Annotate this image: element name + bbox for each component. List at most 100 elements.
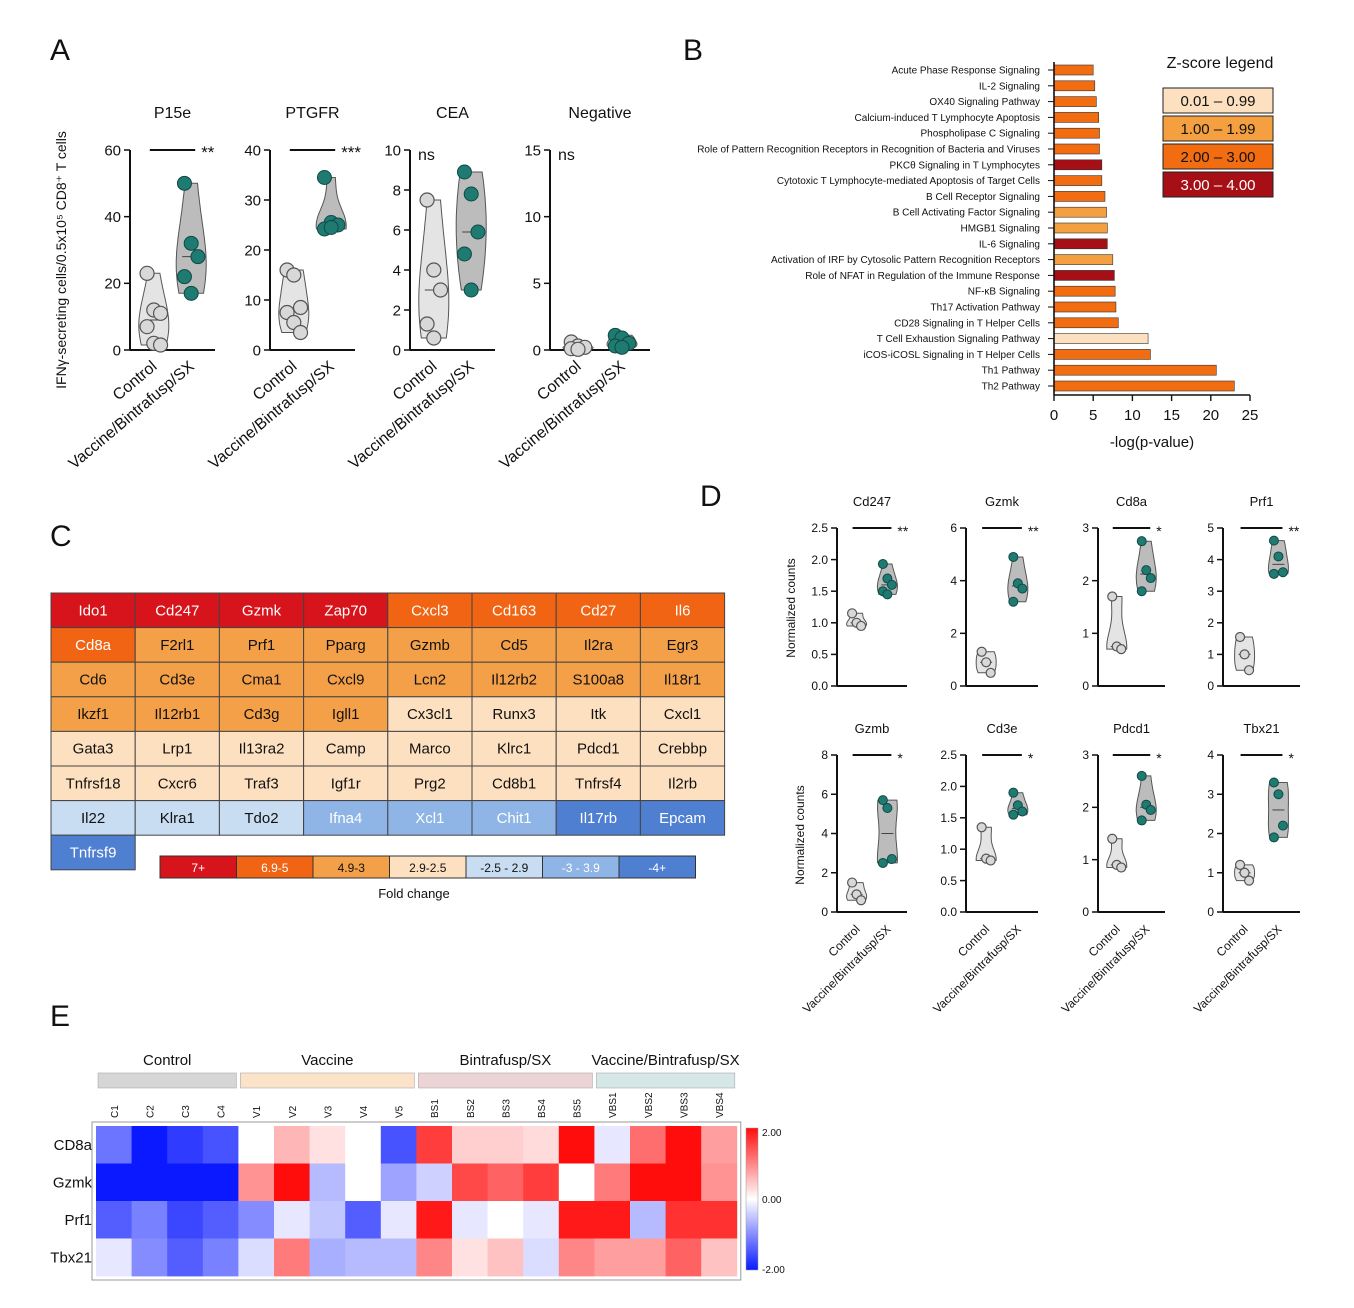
d-dot-control-6-0 [1107, 833, 1118, 844]
c-cell-label-2-4: Lcn2 [414, 672, 447, 689]
a-dot-control-0-0 [139, 265, 155, 281]
c-cell-label-1-2: Prf1 [248, 637, 276, 654]
d-ytick-label-0-5: 2.5 [811, 521, 828, 535]
e-cell-2-1 [131, 1201, 168, 1239]
d-ytick-label-1-0: 0 [950, 679, 957, 693]
c-cell-6-1 [134, 800, 220, 836]
a-dot-treat-2-0 [456, 164, 472, 180]
d-dot-control-7-2 [1243, 875, 1255, 886]
d-dot-treat-2-3 [1136, 586, 1147, 597]
d-ytick-label-7-3: 3 [1207, 787, 1214, 801]
d-dot-control-4-2 [855, 895, 867, 906]
c-cell-label-6-0: Il22 [81, 810, 105, 827]
b-xlabel: -log(p-value) [1110, 434, 1194, 451]
a-ytick-label-1-0: 0 [253, 342, 261, 359]
a-ytick-label-1-2: 20 [244, 242, 261, 259]
b-legend-swatch-1 [1162, 115, 1274, 142]
b-bar-1 [1053, 80, 1096, 92]
e-cell-0-4 [238, 1126, 275, 1164]
d-dot-treat-7-2 [1277, 820, 1288, 831]
e-col-label-10: BS2 [466, 1099, 477, 1118]
d-dot-control-5-2 [985, 855, 996, 866]
c-cell-label-1-5: Cd5 [500, 637, 528, 654]
c-cell-label-3-5: Runx3 [492, 706, 535, 723]
a-ylabel: IFNγ-secreting cells/0.5x10⁵ CD8⁺ T cell… [53, 131, 69, 389]
d-title-0: Cd247 [853, 494, 891, 509]
d-ytick-label-6-2: 2 [1082, 801, 1089, 815]
c-cell-1-3 [303, 627, 389, 663]
c-cell-label-1-6: Il2ra [584, 637, 614, 654]
a-sig-0: ** [201, 143, 215, 162]
e-cell-1-7 [345, 1163, 382, 1202]
c-cell-2-6 [555, 661, 641, 698]
d-ytick-label-7-1: 1 [1207, 866, 1214, 880]
e-cell-2-9 [416, 1201, 453, 1239]
d-dot-control-3-1 [1239, 649, 1250, 660]
b-bar-3 [1053, 112, 1099, 123]
c-cell-2-3 [303, 661, 389, 698]
e-cell-0-14 [594, 1126, 631, 1164]
e-cell-0-7 [345, 1126, 382, 1164]
e-group-label-1: Vaccine [301, 1052, 353, 1069]
d-dot-control-2-2 [1116, 644, 1127, 655]
a-dot-treat-1-4 [323, 220, 339, 235]
a-dot-treat-0-4 [183, 285, 199, 301]
b-bar-8 [1053, 191, 1106, 202]
a-dot-control-1-2 [292, 299, 309, 316]
c-cell-label-5-3: Igf1r [331, 775, 361, 792]
a-ytick-label-0-1: 20 [104, 276, 121, 293]
d-title-2: Cd8a [1116, 494, 1148, 509]
b-cat-label-7: Cytotoxic T Lymphocyte-mediated Apoptosi… [777, 176, 1040, 187]
a-ytick-label-2-2: 4 [393, 262, 401, 279]
d-title-3: Prf1 [1250, 494, 1274, 509]
d-dot-treat-7-1 [1273, 789, 1284, 800]
a-dot-treat-0-0 [176, 175, 192, 191]
b-bar-11 [1053, 238, 1108, 250]
c-cell-5-1 [134, 765, 220, 802]
d-dot-treat-5-3 [1008, 809, 1019, 820]
c-cell-label-1-4: Gzmb [410, 637, 450, 654]
e-cell-3-10 [452, 1238, 488, 1277]
d-dot-treat-4-0 [877, 795, 888, 806]
a-dot-control-2-2 [432, 282, 449, 298]
b-cat-label-4: Phospholipase C Signaling [920, 129, 1040, 140]
c-cell-3-2 [218, 696, 305, 732]
d-ylabel-bottom: Normalized counts [793, 785, 807, 884]
c-cell-label-4-4: Marco [409, 741, 451, 758]
d-dot-treat-2-1 [1141, 565, 1152, 576]
d-sig-1: ** [1028, 523, 1039, 539]
d-ytick-label-5-5: 2.5 [940, 748, 957, 762]
c-cell-0-2 [218, 592, 305, 629]
d-dot-control-1-2 [985, 667, 996, 678]
e-cell-3-6 [309, 1238, 346, 1277]
c-cell-4-1 [134, 730, 220, 767]
d-dot-treat-0-0 [877, 559, 888, 570]
d-title-7: Tbx21 [1243, 721, 1279, 736]
c-cell-label-4-6: Pdcd1 [577, 741, 620, 758]
c-cell-label-2-5: Il12rb2 [491, 672, 537, 689]
e-col-label-9: BS1 [430, 1099, 441, 1118]
a-dot-control-0-3 [139, 319, 155, 335]
a-ytick-label-2-4: 8 [393, 182, 401, 199]
b-xtick-label-4: 20 [1202, 407, 1219, 424]
e-cell-1-4 [238, 1163, 275, 1202]
e-cell-2-13 [558, 1201, 595, 1239]
a-dot-control-2-1 [426, 262, 442, 278]
b-bar-14 [1053, 285, 1116, 297]
d-dot-treat-6-3 [1136, 815, 1147, 826]
e-cell-3-17 [701, 1238, 738, 1277]
d-ytick-label-5-0: 0.0 [940, 905, 957, 919]
c-cell-4-0 [50, 730, 136, 767]
c-legend-label-5: -3 - 3.9 [562, 861, 600, 875]
a-ytick-label-3-0: 0 [533, 342, 541, 359]
c-cell-label-6-1: Klra1 [160, 810, 195, 827]
b-bar-17 [1053, 333, 1149, 344]
d-ytick-label-5-1: 0.5 [940, 874, 957, 888]
d-ytick-label-6-3: 3 [1082, 748, 1089, 762]
d-violin-treat-4 [876, 799, 898, 864]
c-cell-3-7 [639, 696, 726, 732]
c-cell-label-5-4: Prg2 [414, 775, 446, 792]
e-col-label-15: VBS2 [644, 1092, 655, 1118]
e-cell-0-13 [558, 1126, 595, 1164]
d-title-6: Pdcd1 [1113, 721, 1150, 736]
